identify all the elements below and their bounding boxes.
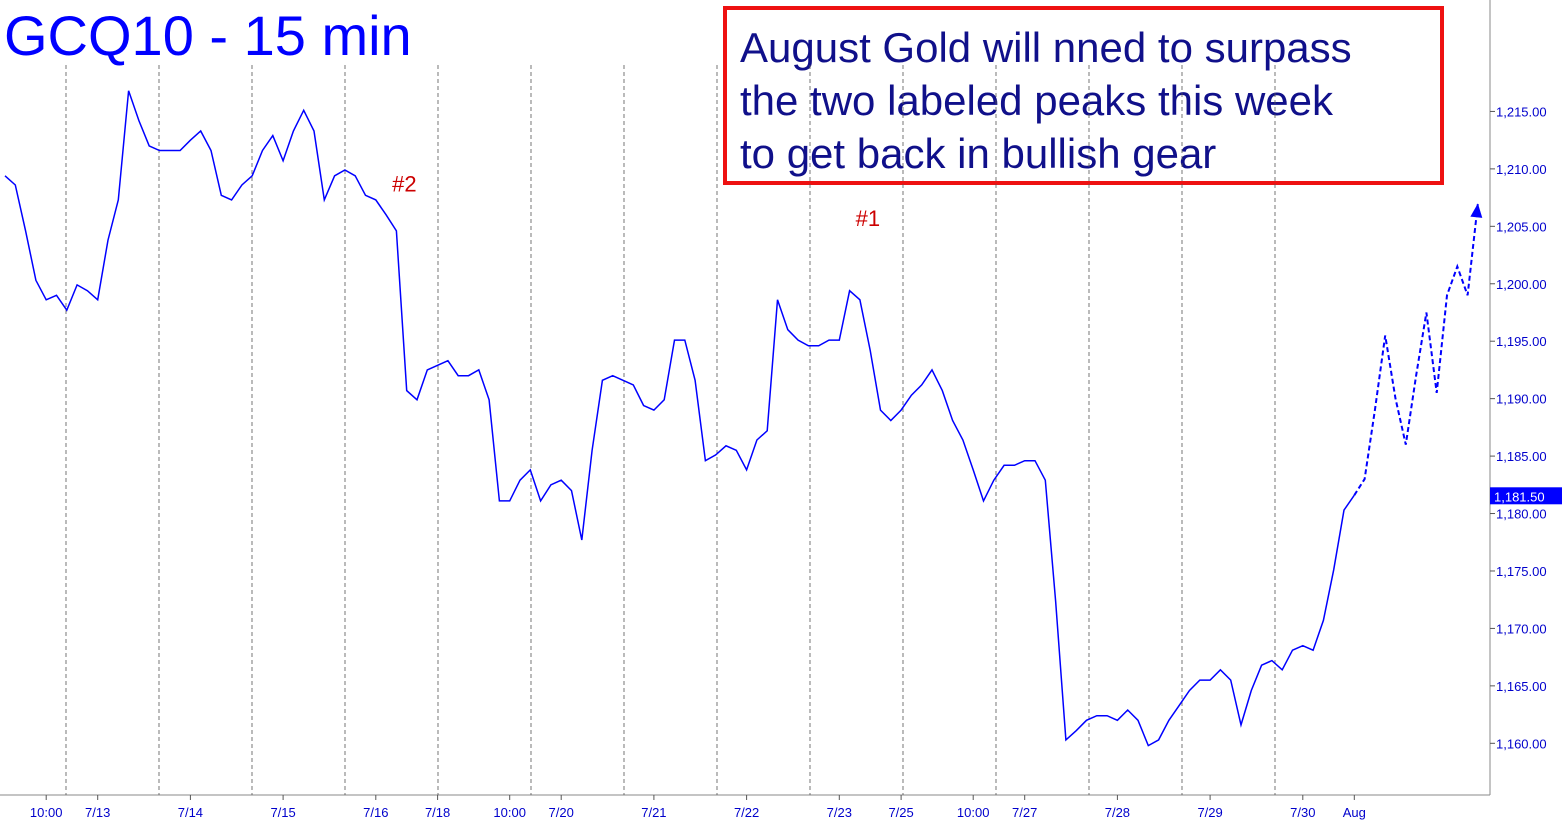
x-tick-label: 7/16 <box>363 805 388 820</box>
y-tick-label: 1,170.00 <box>1496 621 1547 636</box>
x-tick-label: 7/18 <box>425 805 450 820</box>
x-tick-label: 7/20 <box>549 805 574 820</box>
x-tick-label: 7/14 <box>178 805 203 820</box>
x-tick-label: 7/23 <box>827 805 852 820</box>
x-tick-label: 7/25 <box>888 805 913 820</box>
x-tick-label: 10:00 <box>30 805 63 820</box>
x-tick-label: 7/22 <box>734 805 759 820</box>
price-line <box>4 90 1355 747</box>
chart-title: GCQ10 - 15 min <box>4 4 412 67</box>
x-tick-label: 7/21 <box>641 805 666 820</box>
y-tick-label: 1,200.00 <box>1496 277 1547 292</box>
annotation-line: August Gold will nned to surpass <box>740 24 1352 71</box>
annotation-box <box>723 6 1444 185</box>
x-tick-label: 7/27 <box>1012 805 1037 820</box>
y-tick-label: 1,215.00 <box>1496 104 1547 119</box>
y-tick-label: 1,185.00 <box>1496 449 1547 464</box>
x-tick-label: 7/13 <box>85 805 110 820</box>
last-price-box <box>1490 487 1562 505</box>
y-tick-label: 1,180.00 <box>1496 507 1547 522</box>
x-tick-label: 7/30 <box>1290 805 1315 820</box>
x-tick-label: 7/29 <box>1197 805 1222 820</box>
projection-line <box>1353 203 1479 496</box>
x-tick-label: 7/15 <box>270 805 295 820</box>
y-tick-label: 1,190.00 <box>1496 392 1547 407</box>
last-price-label: 1,181.50 <box>1494 489 1545 504</box>
x-tick-label: 10:00 <box>957 805 990 820</box>
arrow-head <box>1470 203 1483 218</box>
y-tick-label: 1,160.00 <box>1496 736 1547 751</box>
x-tick-label: 10:00 <box>493 805 526 820</box>
x-tick-label: Aug <box>1343 805 1366 820</box>
annotation-line: to get back in bullish gear <box>740 130 1216 177</box>
y-tick-label: 1,210.00 <box>1496 162 1547 177</box>
annotation-line: the two labeled peaks this week <box>740 77 1334 124</box>
y-tick-label: 1,205.00 <box>1496 219 1547 234</box>
y-tick-label: 1,165.00 <box>1496 679 1547 694</box>
peak-label: #1 <box>856 206 880 231</box>
y-tick-label: 1,175.00 <box>1496 564 1547 579</box>
y-tick-label: 1,195.00 <box>1496 334 1547 349</box>
peak-label: #2 <box>392 171 416 196</box>
x-tick-label: 7/28 <box>1105 805 1130 820</box>
